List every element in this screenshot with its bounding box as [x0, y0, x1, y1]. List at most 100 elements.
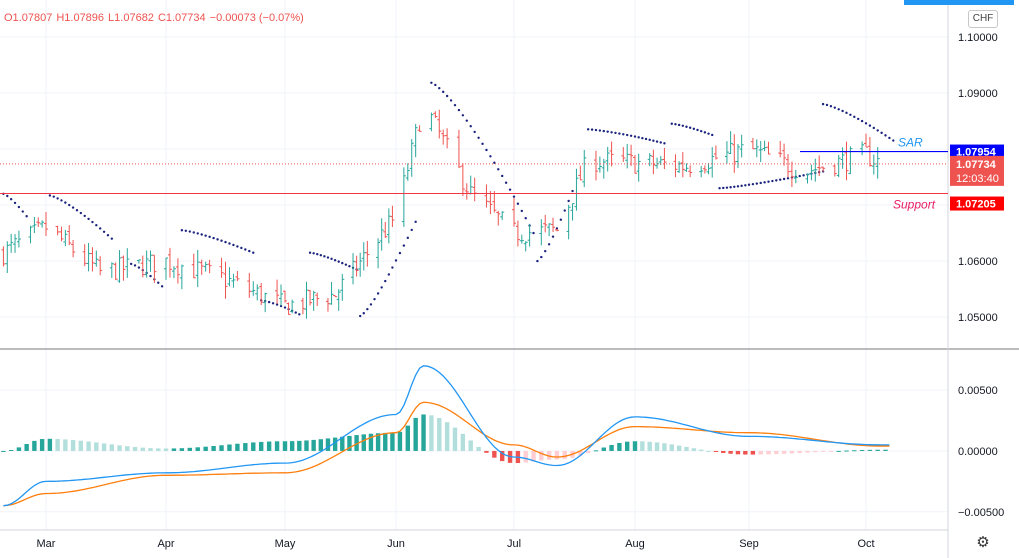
ohlc-bar — [86, 242, 91, 272]
sar-dot — [659, 141, 662, 144]
sar-dot — [434, 83, 437, 87]
sar-dot — [825, 103, 829, 107]
ohlc-bar — [500, 211, 505, 221]
sar-dot — [594, 128, 598, 132]
histogram-bar — [640, 441, 645, 451]
sar-dot — [358, 314, 362, 318]
histogram-bar — [332, 437, 338, 451]
sar-dot — [248, 249, 251, 253]
histogram-bar — [1, 450, 6, 452]
ohlc-bar — [456, 129, 461, 169]
histogram-bar — [361, 434, 366, 451]
histogram-bar — [8, 449, 14, 451]
histogram-bar — [219, 445, 224, 451]
ohlc-bar — [441, 129, 446, 145]
sar-dot — [316, 252, 319, 256]
time-tick-label: Apr — [157, 538, 174, 550]
ohlc-bar — [793, 169, 798, 184]
histogram-bar — [259, 441, 264, 451]
ohlc-bar — [817, 155, 822, 177]
parabolic-sar-dots — [2, 81, 895, 318]
sar-dot — [618, 132, 621, 135]
ohlc-open: O1.07807 — [4, 12, 53, 24]
ohlc-change: −0.00073 (−0.07%) — [209, 12, 304, 24]
ohlc-bar — [179, 264, 184, 290]
ohlc-bar — [386, 208, 391, 244]
ohlc-bar — [766, 141, 771, 155]
currency-button[interactable]: CHF — [968, 10, 998, 28]
ohlc-bar — [300, 297, 305, 315]
sar-dot — [25, 215, 28, 218]
ohlc-bar — [71, 239, 76, 258]
histogram-bar — [654, 442, 660, 451]
histogram-bar — [531, 450, 536, 462]
ohlc-bar — [445, 128, 450, 149]
sar-dot — [298, 313, 301, 316]
histogram-bar — [179, 448, 185, 451]
ohlc-bar — [167, 247, 172, 278]
ohlc-bar — [379, 218, 384, 251]
sar-dot — [271, 302, 275, 305]
sar-dot — [567, 199, 570, 203]
ohlc-bar — [547, 223, 552, 237]
sar-dot — [725, 186, 729, 189]
sar-dot — [184, 229, 188, 232]
sar-price-tag-bg — [950, 144, 1004, 159]
ohlc-bar — [279, 284, 284, 306]
sar-dot — [629, 134, 633, 137]
sar-dot — [469, 124, 472, 128]
ohlc-bar — [633, 155, 637, 174]
ohlc-bar — [125, 248, 130, 278]
sar-dot — [244, 248, 247, 251]
ohlc-bar — [543, 214, 548, 233]
ohlc-bar — [754, 139, 759, 158]
sar-dot — [402, 244, 406, 247]
sar-dot — [641, 136, 644, 140]
histogram-bar — [883, 449, 888, 451]
time-axis[interactable]: Mar Apr May Jun Jul Aug Sep Oct — [37, 538, 875, 550]
sar-dot — [64, 201, 67, 204]
ohlc-bar — [227, 267, 232, 287]
histogram-bar — [86, 441, 91, 451]
ohlc-bar — [219, 257, 224, 278]
gear-icon[interactable]: ⚙ — [976, 534, 990, 551]
sar-dot — [606, 130, 609, 133]
sar-dot — [323, 255, 326, 258]
ohlc-bar — [55, 225, 60, 236]
sar-dot — [547, 243, 551, 246]
ohlc-bar — [621, 147, 626, 162]
sar-dot — [157, 281, 160, 284]
price-tick-label: 1.10000 — [958, 32, 998, 44]
sar-dot — [406, 236, 409, 240]
ohlc-bar — [570, 203, 575, 221]
ohlc-bar — [290, 299, 295, 314]
sar-dot — [414, 220, 417, 224]
countdown-tag: 12:03:40 — [956, 173, 999, 185]
sar-dot — [782, 177, 786, 181]
sar-dot — [106, 233, 110, 237]
ohlc-bar — [148, 250, 153, 272]
ohlc-bar — [636, 153, 641, 182]
ohlc-bar — [492, 191, 497, 213]
ohlc-bar — [647, 153, 652, 167]
ohlc-bar — [468, 175, 473, 195]
price-axis[interactable]: 1.100001.090001.080001.070001.060001.050… — [958, 32, 1004, 519]
ohlc-bar — [36, 217, 41, 227]
price-tick-label: 1.06000 — [958, 256, 998, 268]
sar-dot — [133, 264, 137, 267]
ohlc-bar — [762, 140, 767, 152]
sar-dot — [236, 245, 239, 248]
ohlc-bar — [263, 292, 268, 313]
sar-dot — [87, 217, 90, 221]
histogram-bar — [47, 438, 53, 451]
sar-dot — [681, 124, 685, 128]
ohlc-bar — [199, 259, 204, 275]
ohlc-bar — [247, 272, 252, 298]
sar-dot — [767, 180, 770, 183]
sar-dot — [216, 238, 219, 241]
ohlc-bar — [539, 219, 544, 246]
histogram-bar — [444, 422, 450, 451]
sar-dot — [410, 228, 413, 232]
macd-tick-label: 0.00500 — [958, 385, 998, 397]
